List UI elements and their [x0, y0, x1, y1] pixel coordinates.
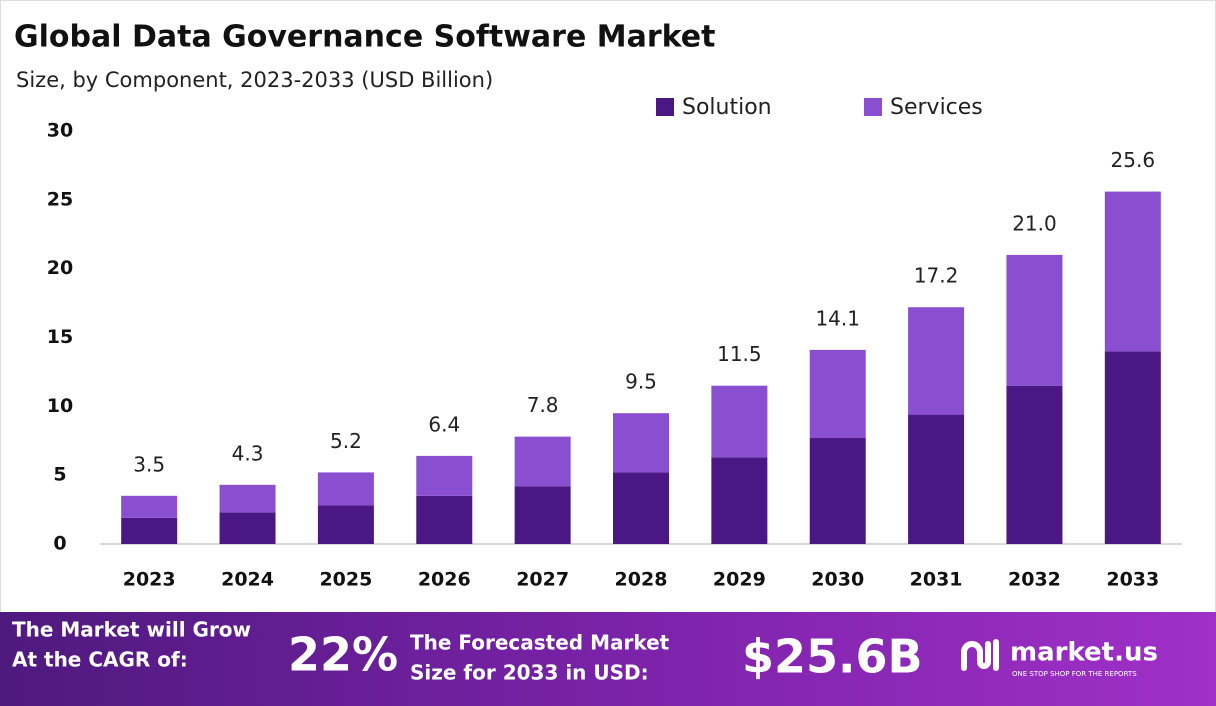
y-tick-label: 25 — [47, 188, 73, 210]
chart-subtitle: Size, by Component, 2023-2033 (USD Billi… — [16, 68, 493, 92]
footer-cagr: 22% — [288, 628, 398, 682]
total-label: 4.3 — [232, 441, 264, 465]
bar-segment — [1104, 191, 1161, 352]
bar-segment — [219, 484, 276, 513]
bar-segment — [317, 472, 374, 506]
bar-segment — [711, 385, 768, 458]
bar-segment — [711, 457, 768, 544]
y-tick-label: 20 — [47, 257, 73, 279]
footer-forecast-text: Size for 2033 in USD: — [410, 661, 649, 685]
bar-segment — [613, 413, 669, 473]
footer-band — [0, 612, 1216, 706]
x-tick-label: 2028 — [615, 569, 668, 591]
x-tick-label: 2026 — [418, 569, 471, 591]
x-tick-label: 2027 — [516, 569, 569, 591]
footer-cagr-text: The Market will Grow — [12, 618, 251, 642]
bar-segment — [416, 495, 473, 544]
footer-forecast: $25.6B — [742, 630, 923, 684]
footer-forecast-text: The Forecasted Market — [410, 631, 670, 655]
total-label: 7.8 — [527, 393, 559, 417]
total-label: 14.1 — [815, 306, 860, 330]
y-tick-label: 30 — [47, 120, 73, 142]
bar-segment — [219, 512, 276, 544]
bar-segment — [121, 517, 178, 544]
x-tick-label: 2023 — [123, 569, 176, 591]
bar-segment — [809, 349, 866, 438]
y-tick-label: 0 — [53, 533, 66, 555]
bar-segment — [908, 414, 965, 544]
bar-segment — [1104, 351, 1161, 544]
bar-segment — [1006, 385, 1063, 544]
bar-segment — [416, 455, 473, 496]
legend-swatch — [656, 98, 674, 116]
x-tick-label: 2030 — [811, 569, 864, 591]
total-label: 6.4 — [428, 412, 460, 436]
legend-label: Solution — [682, 95, 772, 120]
total-label: 21.0 — [1012, 211, 1057, 235]
total-label: 11.5 — [717, 342, 762, 366]
x-tick-label: 2024 — [221, 569, 274, 591]
y-tick-label: 15 — [47, 326, 73, 348]
x-tick-label: 2032 — [1008, 569, 1061, 591]
total-label: 5.2 — [330, 429, 362, 453]
y-tick-label: 10 — [47, 395, 73, 417]
total-label: 17.2 — [914, 264, 959, 288]
chart-title: Global Data Governance Software Market — [14, 20, 715, 55]
x-tick-label: 2025 — [319, 569, 372, 591]
x-tick-label: 2031 — [910, 569, 963, 591]
x-tick-label: 2033 — [1106, 569, 1159, 591]
footer-tagline: ONE STOP SHOP FOR THE REPORTS — [1012, 670, 1137, 678]
footer-brand: market.us — [1010, 638, 1158, 668]
bar-segment — [121, 495, 178, 518]
legend-swatch — [864, 98, 882, 116]
total-label: 9.5 — [625, 370, 657, 394]
brand-logo — [961, 639, 999, 671]
footer-cagr-text: At the CAGR of: — [12, 648, 188, 672]
legend-label: Services — [890, 95, 983, 120]
x-tick-label: 2029 — [713, 569, 766, 591]
total-label: 25.6 — [1111, 148, 1156, 172]
bar-segment — [1006, 254, 1063, 386]
bar-segment — [514, 486, 571, 544]
y-tick-label: 5 — [53, 464, 66, 486]
bar-segment — [317, 505, 374, 544]
bar-segment — [809, 437, 866, 544]
bar-segment — [613, 472, 669, 544]
bar-segment — [908, 307, 965, 415]
total-label: 3.5 — [133, 452, 165, 476]
bar-segment — [514, 436, 571, 487]
